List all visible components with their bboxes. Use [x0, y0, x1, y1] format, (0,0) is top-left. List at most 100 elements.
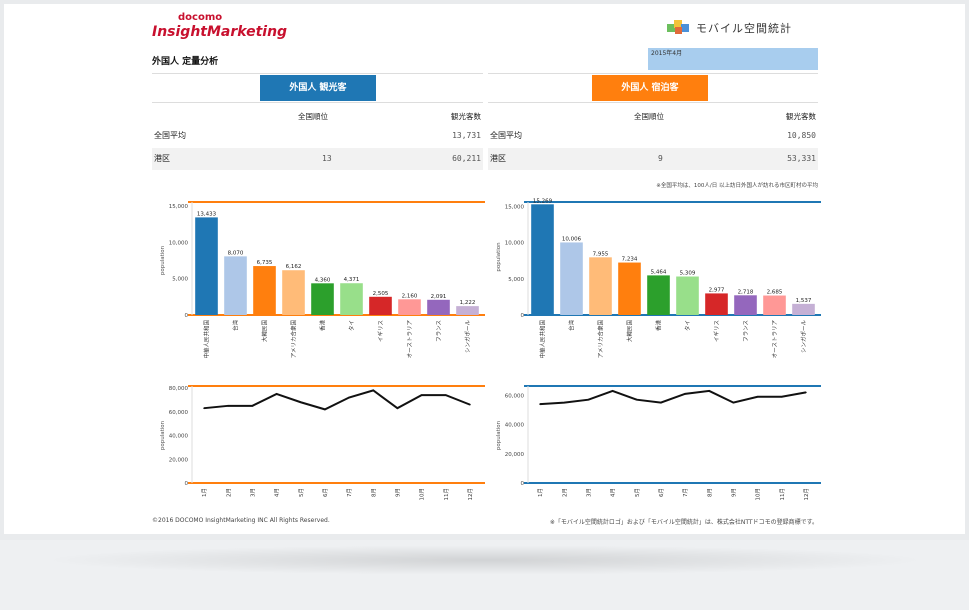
line-point: [275, 393, 278, 395]
bar-value-label: 6,162: [286, 264, 302, 270]
y-tick-label: 0: [185, 481, 189, 487]
x-tick-label: 7月: [346, 488, 353, 497]
divider-left: [152, 73, 483, 74]
y-tick-label: 60,000: [505, 393, 525, 399]
x-tick-label: 6月: [658, 488, 665, 497]
bar: [195, 217, 218, 315]
line-point: [684, 393, 686, 395]
cube-logo-icon: [667, 16, 693, 36]
y-axis-label: population: [496, 242, 502, 272]
line-point: [587, 398, 590, 401]
product-logo-text: モバイル空間統計: [696, 22, 792, 35]
line-point: [660, 401, 662, 404]
bar-value-label: 6,735: [257, 260, 273, 266]
row-label: 全国平均: [154, 131, 186, 140]
drop-shadow: [40, 545, 929, 575]
table-row: 全国平均 13,731: [152, 125, 483, 147]
bar-value-label: 4,371: [344, 277, 360, 283]
x-tick-label: イギリス: [714, 320, 721, 342]
bar: [398, 299, 421, 315]
x-tick-label: 5月: [634, 488, 641, 497]
bar-chart-svg: population 15,000 10,000 5,000 0 13,433 中華人民共和…: [160, 201, 486, 359]
bar: [705, 293, 728, 315]
line-point: [299, 401, 302, 404]
copyright: ©2016 DOCOMO InsightMarketing INC All Ri…: [152, 517, 330, 524]
y-tick-label: 0: [521, 313, 525, 319]
row-count: 10,850: [787, 131, 816, 140]
line-chart-svg: population 60,000 40,000 20,000 0 1月 2月 3月 4月 5月 6…: [496, 385, 822, 501]
y-tick-label: 60,000: [169, 410, 189, 416]
line-point: [611, 390, 614, 392]
insight-marketing-logo: InsightMarketing: [152, 24, 288, 40]
x-tick-label: 5月: [298, 488, 305, 497]
x-tick-label: 8月: [706, 488, 713, 497]
row-count: 53,331: [787, 154, 816, 163]
line-point: [732, 401, 735, 404]
x-tick-label: 中華人民共和国: [203, 320, 211, 359]
divider-left-2: [152, 102, 483, 103]
bar-value-label: 15,269: [533, 198, 553, 204]
bar-value-label: 2,977: [709, 287, 725, 293]
y-tick-label: 20,000: [505, 452, 525, 458]
col-rank-header: 全国順位: [298, 112, 328, 121]
line-point: [396, 407, 399, 409]
row-rank: 13: [322, 154, 332, 163]
bar: [311, 283, 334, 315]
x-tick-label: 台湾: [568, 320, 576, 332]
x-tick-label: 香港: [655, 320, 663, 332]
x-tick-label: 10月: [419, 488, 426, 501]
bar: [427, 299, 450, 315]
bar: [676, 276, 699, 315]
table-row: 全国平均 10,850: [488, 125, 818, 147]
bar: [618, 262, 641, 315]
col-rank-header: 全国順位: [634, 112, 664, 121]
y-tick-label: 15,000: [505, 204, 525, 210]
tab-foreign-overnight-guests[interactable]: 外国人 宿泊客: [592, 75, 708, 101]
line-chart-tourists: population 80,000 60,000 40,000 20,000 0 1月 2月 3…: [152, 378, 486, 508]
y-tick-label: 0: [521, 481, 525, 487]
bar-value-label: 7,955: [593, 251, 609, 257]
bar-value-label: 1,222: [460, 300, 476, 306]
line-point: [780, 395, 783, 398]
bar-value-label: 2,685: [767, 290, 783, 296]
x-tick-label: シンガポール: [464, 320, 472, 354]
x-tick-label: 11月: [443, 488, 450, 501]
tab-foreign-tourists[interactable]: 外国人 観光客: [260, 75, 376, 101]
bar: [792, 303, 815, 315]
x-tick-label: タイ: [348, 320, 356, 331]
bar-value-label: 2,505: [373, 291, 389, 297]
date-field[interactable]: 2015年4月: [648, 48, 818, 70]
x-tick-label: タイ: [684, 320, 692, 331]
bar-value-label: 2,091: [431, 294, 447, 300]
x-tick-label: アメリカ合衆国: [597, 320, 605, 359]
bar: [456, 306, 479, 315]
line-point: [469, 403, 471, 406]
divider-right-2: [488, 102, 818, 103]
line-point: [563, 401, 566, 404]
x-tick-label: 1月: [537, 488, 544, 497]
x-tick-label: 台湾: [232, 320, 240, 332]
y-axis-label: population: [160, 420, 166, 450]
line-point: [635, 398, 638, 401]
line-point: [444, 394, 447, 396]
line-point: [251, 405, 254, 407]
report-page: docomo InsightMarketing モバイル空間統計 外国人 定量分…: [4, 4, 965, 534]
row-label: 港区: [154, 154, 170, 163]
bar-value-label: 5,309: [680, 271, 696, 277]
y-axis-label: population: [496, 420, 502, 450]
y-tick-label: 10,000: [169, 240, 189, 246]
line-point: [227, 405, 230, 407]
y-tick-label: 80,000: [169, 386, 189, 392]
x-tick-label: シンガポール: [800, 320, 808, 354]
bar-value-label: 1,537: [796, 298, 812, 304]
bar-chart-svg: population 15,000 10,000 5,000 0 15,269 中華人民共和…: [496, 198, 822, 359]
date-label: 2015年4月: [651, 50, 683, 57]
bar-value-label: 10,006: [562, 236, 582, 242]
x-tick-label: 9月: [730, 488, 737, 497]
x-tick-label: オーストラリア: [407, 320, 414, 359]
x-tick-label: 4月: [610, 488, 617, 497]
x-tick-label: 10月: [755, 488, 762, 501]
bar-value-label: 5,464: [651, 269, 667, 275]
x-tick-label: 6月: [322, 488, 329, 497]
x-tick-label: イギリス: [378, 320, 385, 342]
